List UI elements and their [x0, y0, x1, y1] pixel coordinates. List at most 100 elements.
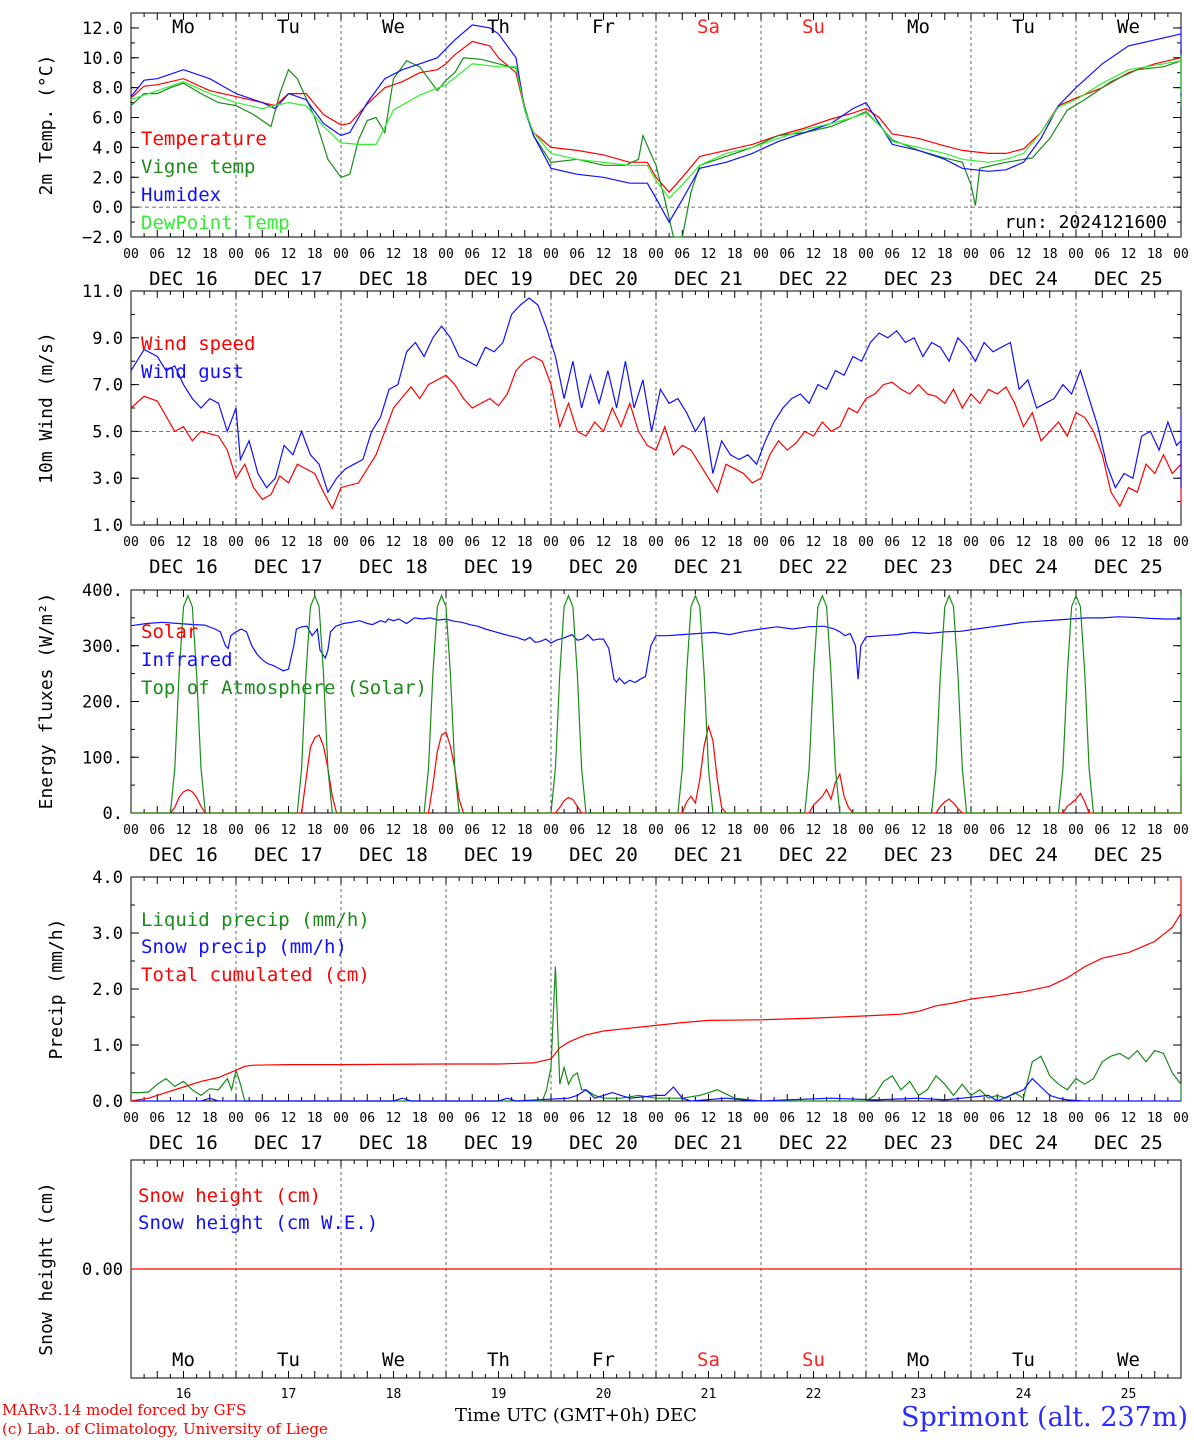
y-tick-label: 9.0 [92, 329, 123, 349]
hour-tick-label: 12 [701, 535, 717, 550]
date-label: DEC 22 [779, 1132, 848, 1154]
date-label: DEC 23 [884, 268, 953, 290]
hour-tick-label: 18 [517, 823, 533, 838]
hour-tick-label: 00 [228, 535, 244, 550]
run-annotation: run: 2024121600 [1004, 212, 1167, 233]
y-tick-label: 4.0 [92, 868, 123, 888]
hour-tick-label: 06 [884, 247, 900, 262]
day-label: Fr [592, 1349, 615, 1371]
hour-tick-label: 18 [727, 1111, 743, 1126]
hour-tick-label: 00 [228, 247, 244, 262]
day-number-label: 23 [911, 1387, 927, 1402]
hour-tick-label: 12 [491, 1111, 507, 1126]
date-label: DEC 20 [569, 268, 638, 290]
hour-tick-label: 12 [596, 247, 612, 262]
series-line-liquid-precip-mm-h- [131, 966, 1182, 1102]
day-number-label: 19 [491, 1387, 507, 1402]
hour-tick-label: 06 [254, 823, 270, 838]
hour-tick-label: 18 [412, 535, 428, 550]
hour-tick-label: 06 [884, 1111, 900, 1126]
day-label: We [382, 16, 405, 38]
date-label: DEC 19 [464, 844, 533, 866]
hour-tick-label: 06 [779, 535, 795, 550]
hour-tick-label: 06 [464, 823, 480, 838]
day-number-label: 22 [806, 1387, 822, 1402]
hour-tick-label: 06 [989, 1111, 1005, 1126]
hour-tick-label: 00 [753, 823, 769, 838]
y-tick-label: 3.0 [92, 924, 123, 944]
date-label: DEC 18 [359, 556, 428, 578]
legend-entry: Wind speed [141, 333, 255, 355]
hour-tick-label: 12 [596, 1111, 612, 1126]
hour-tick-label: 06 [1094, 535, 1110, 550]
legend-entry: Temperature [141, 128, 267, 150]
hour-tick-label: 00 [858, 1111, 874, 1126]
series-line-top-of-atmosphere-solar- [131, 593, 1182, 814]
y-tick-label: 0.0 [92, 1092, 123, 1112]
hour-tick-label: 06 [779, 1111, 795, 1126]
y-tick-label: 10.0 [82, 49, 123, 69]
hour-tick-label: 00 [123, 247, 139, 262]
date-label: DEC 20 [569, 1132, 638, 1154]
hour-tick-label: 18 [727, 535, 743, 550]
y-tick-label: 7.0 [92, 376, 123, 396]
y-tick-label: 3.0 [92, 469, 123, 489]
plot-frame-3 [130, 589, 1182, 814]
hour-tick-label: 00 [438, 247, 454, 262]
hour-tick-label: 12 [806, 247, 822, 262]
hour-tick-label: 18 [412, 1111, 428, 1126]
hour-tick-label: 12 [386, 247, 402, 262]
hour-tick-label: 06 [149, 247, 165, 262]
hour-tick-label: 18 [1147, 247, 1163, 262]
y-axis-label: Energy fluxes (W/m²) [36, 593, 57, 810]
hour-tick-label: 12 [806, 823, 822, 838]
hour-tick-label: 00 [333, 535, 349, 550]
day-number-label: 24 [1016, 1387, 1032, 1402]
hour-tick-label: 18 [1042, 1111, 1058, 1126]
hour-tick-label: 00 [1173, 1111, 1189, 1126]
hour-tick-label: 00 [1173, 247, 1189, 262]
hour-tick-label: 18 [832, 823, 848, 838]
date-label: DEC 17 [254, 556, 323, 578]
hour-tick-label: 00 [123, 1111, 139, 1126]
hour-tick-label: 00 [543, 535, 559, 550]
legend-entry: Humidex [141, 184, 221, 206]
hour-tick-label: 00 [438, 823, 454, 838]
date-label: DEC 16 [149, 556, 218, 578]
date-label: DEC 25 [1094, 1132, 1163, 1154]
hour-tick-label: 06 [1094, 823, 1110, 838]
hour-tick-label: 12 [176, 535, 192, 550]
series-line-dewpoint-temp [130, 54, 1182, 200]
y-tick-label: 6.0 [92, 109, 123, 129]
date-label: DEC 22 [779, 268, 848, 290]
y-tick-label: −2.0 [82, 228, 123, 248]
hour-tick-label: 18 [517, 1111, 533, 1126]
date-label: DEC 25 [1094, 844, 1163, 866]
y-tick-label: 11.0 [82, 282, 123, 302]
hour-tick-label: 12 [1121, 535, 1137, 550]
hour-tick-label: 18 [307, 1111, 323, 1126]
hour-tick-label: 06 [464, 1111, 480, 1126]
hour-tick-label: 06 [1094, 1111, 1110, 1126]
hour-tick-label: 12 [1016, 823, 1032, 838]
hour-tick-label: 06 [569, 535, 585, 550]
hour-tick-label: 18 [1147, 1111, 1163, 1126]
date-label: DEC 21 [674, 556, 743, 578]
hour-tick-label: 18 [727, 247, 743, 262]
hour-tick-label: 12 [806, 535, 822, 550]
hour-tick-label: 12 [1121, 247, 1137, 262]
hour-tick-label: 12 [1121, 823, 1137, 838]
day-label: Th [487, 1349, 510, 1371]
legend-entry: Vigne temp [141, 156, 255, 178]
y-axis-label: 2m Temp. (°C) [36, 55, 57, 196]
hour-tick-label: 00 [648, 823, 664, 838]
hour-tick-label: 00 [123, 823, 139, 838]
hour-tick-label: 18 [307, 247, 323, 262]
date-label: DEC 17 [254, 1132, 323, 1154]
hour-tick-label: 18 [202, 247, 218, 262]
date-label: DEC 22 [779, 844, 848, 866]
hour-tick-label: 12 [491, 823, 507, 838]
legend-entry: Snow height (cm) [138, 1185, 321, 1207]
hour-tick-label: 18 [412, 247, 428, 262]
hour-tick-label: 00 [648, 1111, 664, 1126]
